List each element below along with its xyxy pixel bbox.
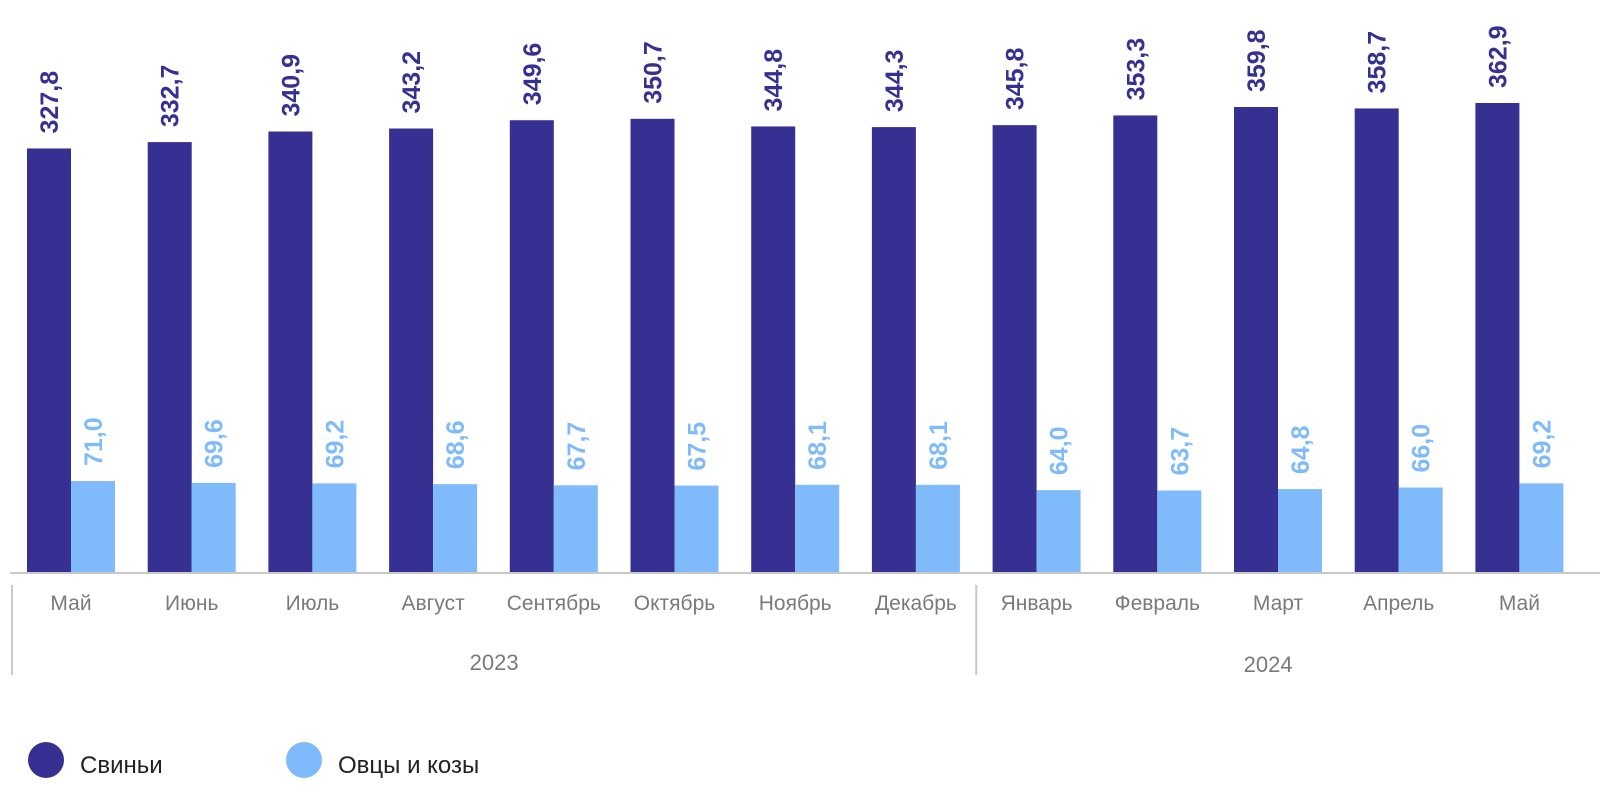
data-label-pigs: 362,9 (1484, 25, 1512, 88)
bar-pigs (147, 142, 192, 573)
bar-pigs (1475, 103, 1520, 573)
data-label-pigs: 343,2 (398, 51, 426, 114)
data-label-sheep: 68,1 (804, 421, 832, 470)
data-label-pigs: 332,7 (157, 65, 185, 128)
data-label-pigs: 350,7 (640, 41, 668, 104)
x-tick-label: Декабрь (875, 592, 957, 615)
x-tick-label: Март (1253, 592, 1304, 615)
bar-pigs (268, 131, 313, 574)
legend-item-pigs: Свиньи (28, 742, 163, 779)
data-label-sheep: 69,2 (1528, 420, 1556, 469)
bar-pigs (992, 125, 1037, 573)
bar-pigs (1354, 108, 1399, 573)
data-label-pigs: 353,3 (1122, 38, 1150, 101)
legend-marker-pigs (28, 742, 64, 778)
bar-sheep (1398, 487, 1443, 573)
x-tick-label: Январь (1001, 592, 1073, 615)
data-label-sheep: 64,8 (1287, 425, 1315, 474)
x-tick-label: Май (50, 592, 91, 615)
data-label-sheep: 68,1 (925, 421, 953, 470)
bar-pigs (27, 148, 71, 573)
data-label-sheep: 71,0 (80, 417, 108, 466)
data-label-sheep: 63,7 (1166, 427, 1194, 476)
bar-sheep (1278, 489, 1322, 573)
data-label-sheep: 66,0 (1408, 424, 1436, 473)
data-label-pigs: 349,6 (519, 43, 547, 106)
year-group-label: 2024 (1244, 652, 1293, 677)
data-label-sheep: 67,5 (684, 422, 712, 471)
x-tick-label: Июль (286, 592, 340, 615)
data-label-sheep: 67,7 (563, 422, 591, 471)
bar-pigs (630, 118, 675, 573)
bar-sheep (915, 484, 960, 573)
bar-pigs (1113, 115, 1158, 574)
legend-label-sheep: Овцы и козы (338, 752, 480, 779)
bar-sheep (1519, 483, 1564, 573)
data-label-pigs: 358,7 (1364, 31, 1392, 94)
data-label-pigs: 344,3 (881, 50, 909, 113)
bar-sheep (71, 481, 115, 573)
x-tick-label: Апрель (1363, 592, 1434, 615)
data-label-sheep: 68,6 (442, 420, 470, 469)
data-label-sheep: 69,2 (321, 420, 349, 469)
x-tick-label: Октябрь (634, 592, 715, 615)
bar-pigs (1234, 107, 1278, 573)
legend-item-sheep: Овцы и козы (286, 742, 480, 779)
bar-sheep (191, 482, 236, 573)
bar-pigs (751, 126, 796, 574)
bar-sheep (674, 485, 719, 573)
x-tick-label: Июнь (165, 592, 218, 615)
bar-sheep (1036, 490, 1081, 573)
x-tick-label: Август (401, 592, 465, 615)
x-tick-label: Февраль (1115, 592, 1200, 615)
bar-sheep (312, 483, 357, 573)
year-group-label: 2023 (470, 650, 519, 675)
bar-sheep (433, 484, 478, 573)
bar-sheep (795, 484, 840, 573)
x-tick-label: Сентябрь (507, 592, 601, 615)
x-tick-label: Ноябрь (759, 592, 832, 615)
data-label-pigs: 345,8 (1002, 47, 1030, 110)
bar-pigs (871, 127, 916, 573)
bar-sheep (1157, 490, 1202, 573)
data-label-pigs: 340,9 (277, 54, 305, 117)
bar-sheep (553, 485, 598, 573)
data-label-pigs: 344,8 (760, 49, 788, 112)
x-tick-label: Май (1499, 592, 1540, 615)
data-label-sheep: 69,6 (201, 419, 229, 468)
data-label-sheep: 64,0 (1046, 426, 1074, 475)
bar-pigs (389, 128, 434, 573)
bar-chart: 327,8 71,0 Май 332,7 69,6 Июнь 340,9 69,2 Июль 34… (10, 25, 1600, 677)
data-label-pigs: 327,8 (36, 71, 64, 134)
bar-pigs (509, 120, 554, 573)
legend-label-pigs: Свиньи (80, 752, 163, 779)
legend-marker-sheep (286, 742, 322, 778)
data-label-pigs: 359,8 (1243, 29, 1271, 92)
